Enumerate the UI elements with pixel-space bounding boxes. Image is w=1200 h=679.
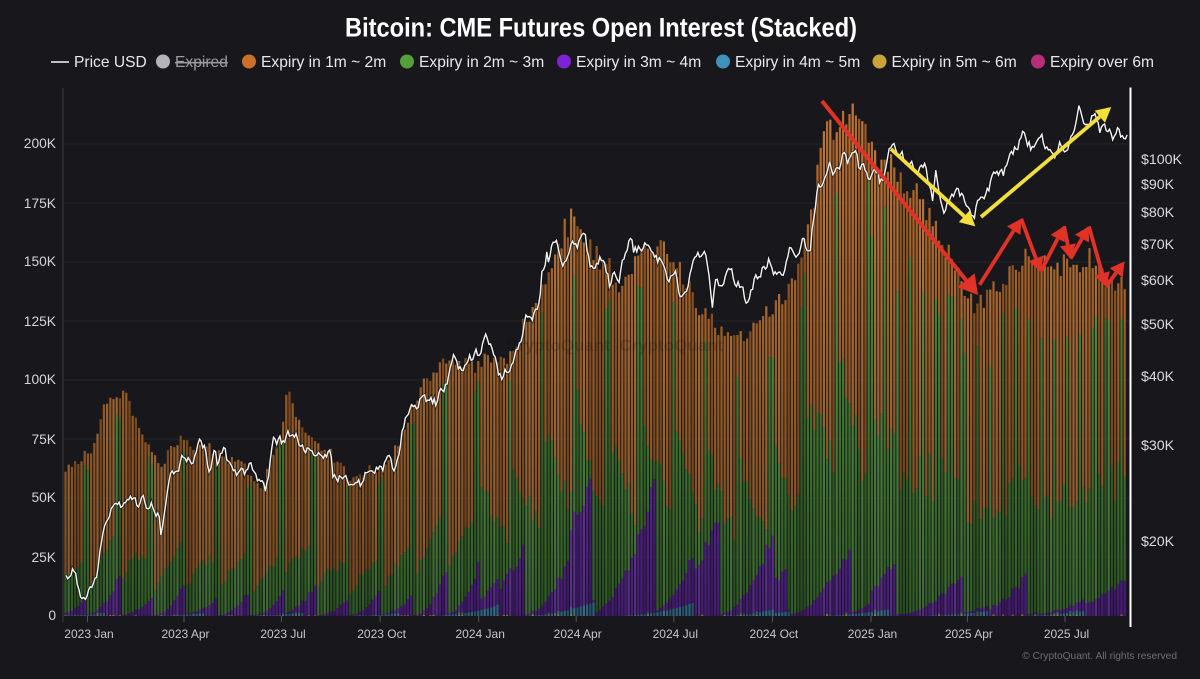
svg-text:Expiry in 2m ~ 3m: Expiry in 2m ~ 3m bbox=[419, 54, 544, 71]
svg-text:Price USD: Price USD bbox=[74, 54, 147, 71]
svg-text:$100K: $100K bbox=[1141, 152, 1183, 168]
svg-text:$20K: $20K bbox=[1141, 534, 1175, 550]
svg-text:$50K: $50K bbox=[1141, 317, 1175, 333]
svg-text:75K: 75K bbox=[31, 432, 56, 447]
svg-text:50K: 50K bbox=[31, 490, 56, 505]
svg-text:Bitcoin: CME Futures Open Inte: Bitcoin: CME Futures Open Interest (Stac… bbox=[345, 13, 857, 43]
svg-text:2024 Apr: 2024 Apr bbox=[554, 627, 602, 641]
svg-text:2025 Jan: 2025 Jan bbox=[848, 627, 897, 641]
svg-text:150K: 150K bbox=[24, 254, 57, 269]
svg-text:2023 Jul: 2023 Jul bbox=[260, 627, 305, 641]
svg-text:$30K: $30K bbox=[1141, 438, 1175, 454]
svg-text:Expiry in 3m ~ 4m: Expiry in 3m ~ 4m bbox=[576, 54, 701, 71]
svg-text:$60K: $60K bbox=[1141, 273, 1175, 289]
svg-text:Expiry in 1m ~ 2m: Expiry in 1m ~ 2m bbox=[261, 54, 386, 71]
svg-text:2024 Jul: 2024 Jul bbox=[653, 627, 698, 641]
svg-text:125K: 125K bbox=[24, 314, 57, 329]
svg-text:Expired: Expired bbox=[175, 54, 228, 71]
svg-text:$90K: $90K bbox=[1141, 177, 1175, 193]
svg-text:0: 0 bbox=[48, 608, 56, 623]
svg-text:2023 Oct: 2023 Oct bbox=[357, 627, 406, 641]
svg-text:2025 Jul: 2025 Jul bbox=[1044, 627, 1089, 641]
svg-text:$70K: $70K bbox=[1141, 237, 1175, 253]
svg-text:2025 Apr: 2025 Apr bbox=[945, 627, 993, 641]
svg-text:2023 Jan: 2023 Jan bbox=[64, 627, 113, 641]
svg-text:$80K: $80K bbox=[1141, 205, 1175, 221]
svg-text:Expiry over 6m: Expiry over 6m bbox=[1050, 54, 1154, 71]
svg-text:2024 Jan: 2024 Jan bbox=[456, 627, 505, 641]
svg-text:2023 Apr: 2023 Apr bbox=[161, 627, 209, 641]
svg-text:Expiry in 4m ~ 5m: Expiry in 4m ~ 5m bbox=[735, 54, 860, 71]
svg-text:© CryptoQuant. All rights rese: © CryptoQuant. All rights reserved bbox=[1022, 651, 1177, 662]
svg-text:CryptoQuant CryptoQuant: CryptoQuant CryptoQuant bbox=[506, 336, 724, 355]
svg-text:25K: 25K bbox=[31, 550, 56, 565]
svg-text:2024 Oct: 2024 Oct bbox=[750, 627, 799, 641]
svg-text:200K: 200K bbox=[24, 136, 57, 151]
svg-text:175K: 175K bbox=[24, 196, 57, 211]
svg-text:$40K: $40K bbox=[1141, 369, 1175, 385]
svg-text:Expiry in 5m ~ 6m: Expiry in 5m ~ 6m bbox=[892, 54, 1017, 71]
svg-text:100K: 100K bbox=[24, 372, 57, 387]
